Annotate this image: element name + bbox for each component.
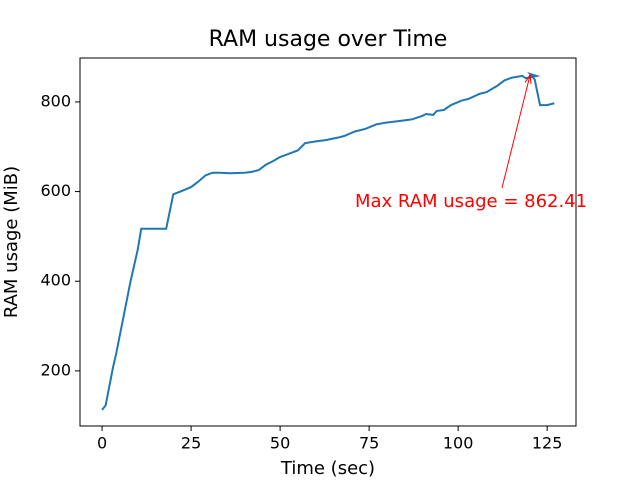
x-tick-label: 0 [97,434,107,453]
y-tick-label: 600 [40,181,71,200]
data-line [101,72,555,411]
x-tick-label: 25 [181,434,201,453]
y-tick-label: 200 [40,360,71,379]
x-tick-label: 100 [443,434,474,453]
plot-frame [79,57,577,427]
annotation-arrow [501,74,531,189]
annotation-arrowhead [524,73,532,84]
x-axis-label: Time (sec) [280,458,375,479]
x-tick-label: 50 [270,434,290,453]
chart-title: RAM usage over Time [209,27,448,52]
x-tick-label: 125 [532,434,563,453]
y-tick-label: 800 [40,91,71,110]
y-axis-label: RAM usage (MiB) [1,166,22,318]
y-tick-label: 400 [40,271,71,290]
annotation-text: Max RAM usage = 862.41 [355,191,587,212]
x-tick-label: 75 [359,434,379,453]
